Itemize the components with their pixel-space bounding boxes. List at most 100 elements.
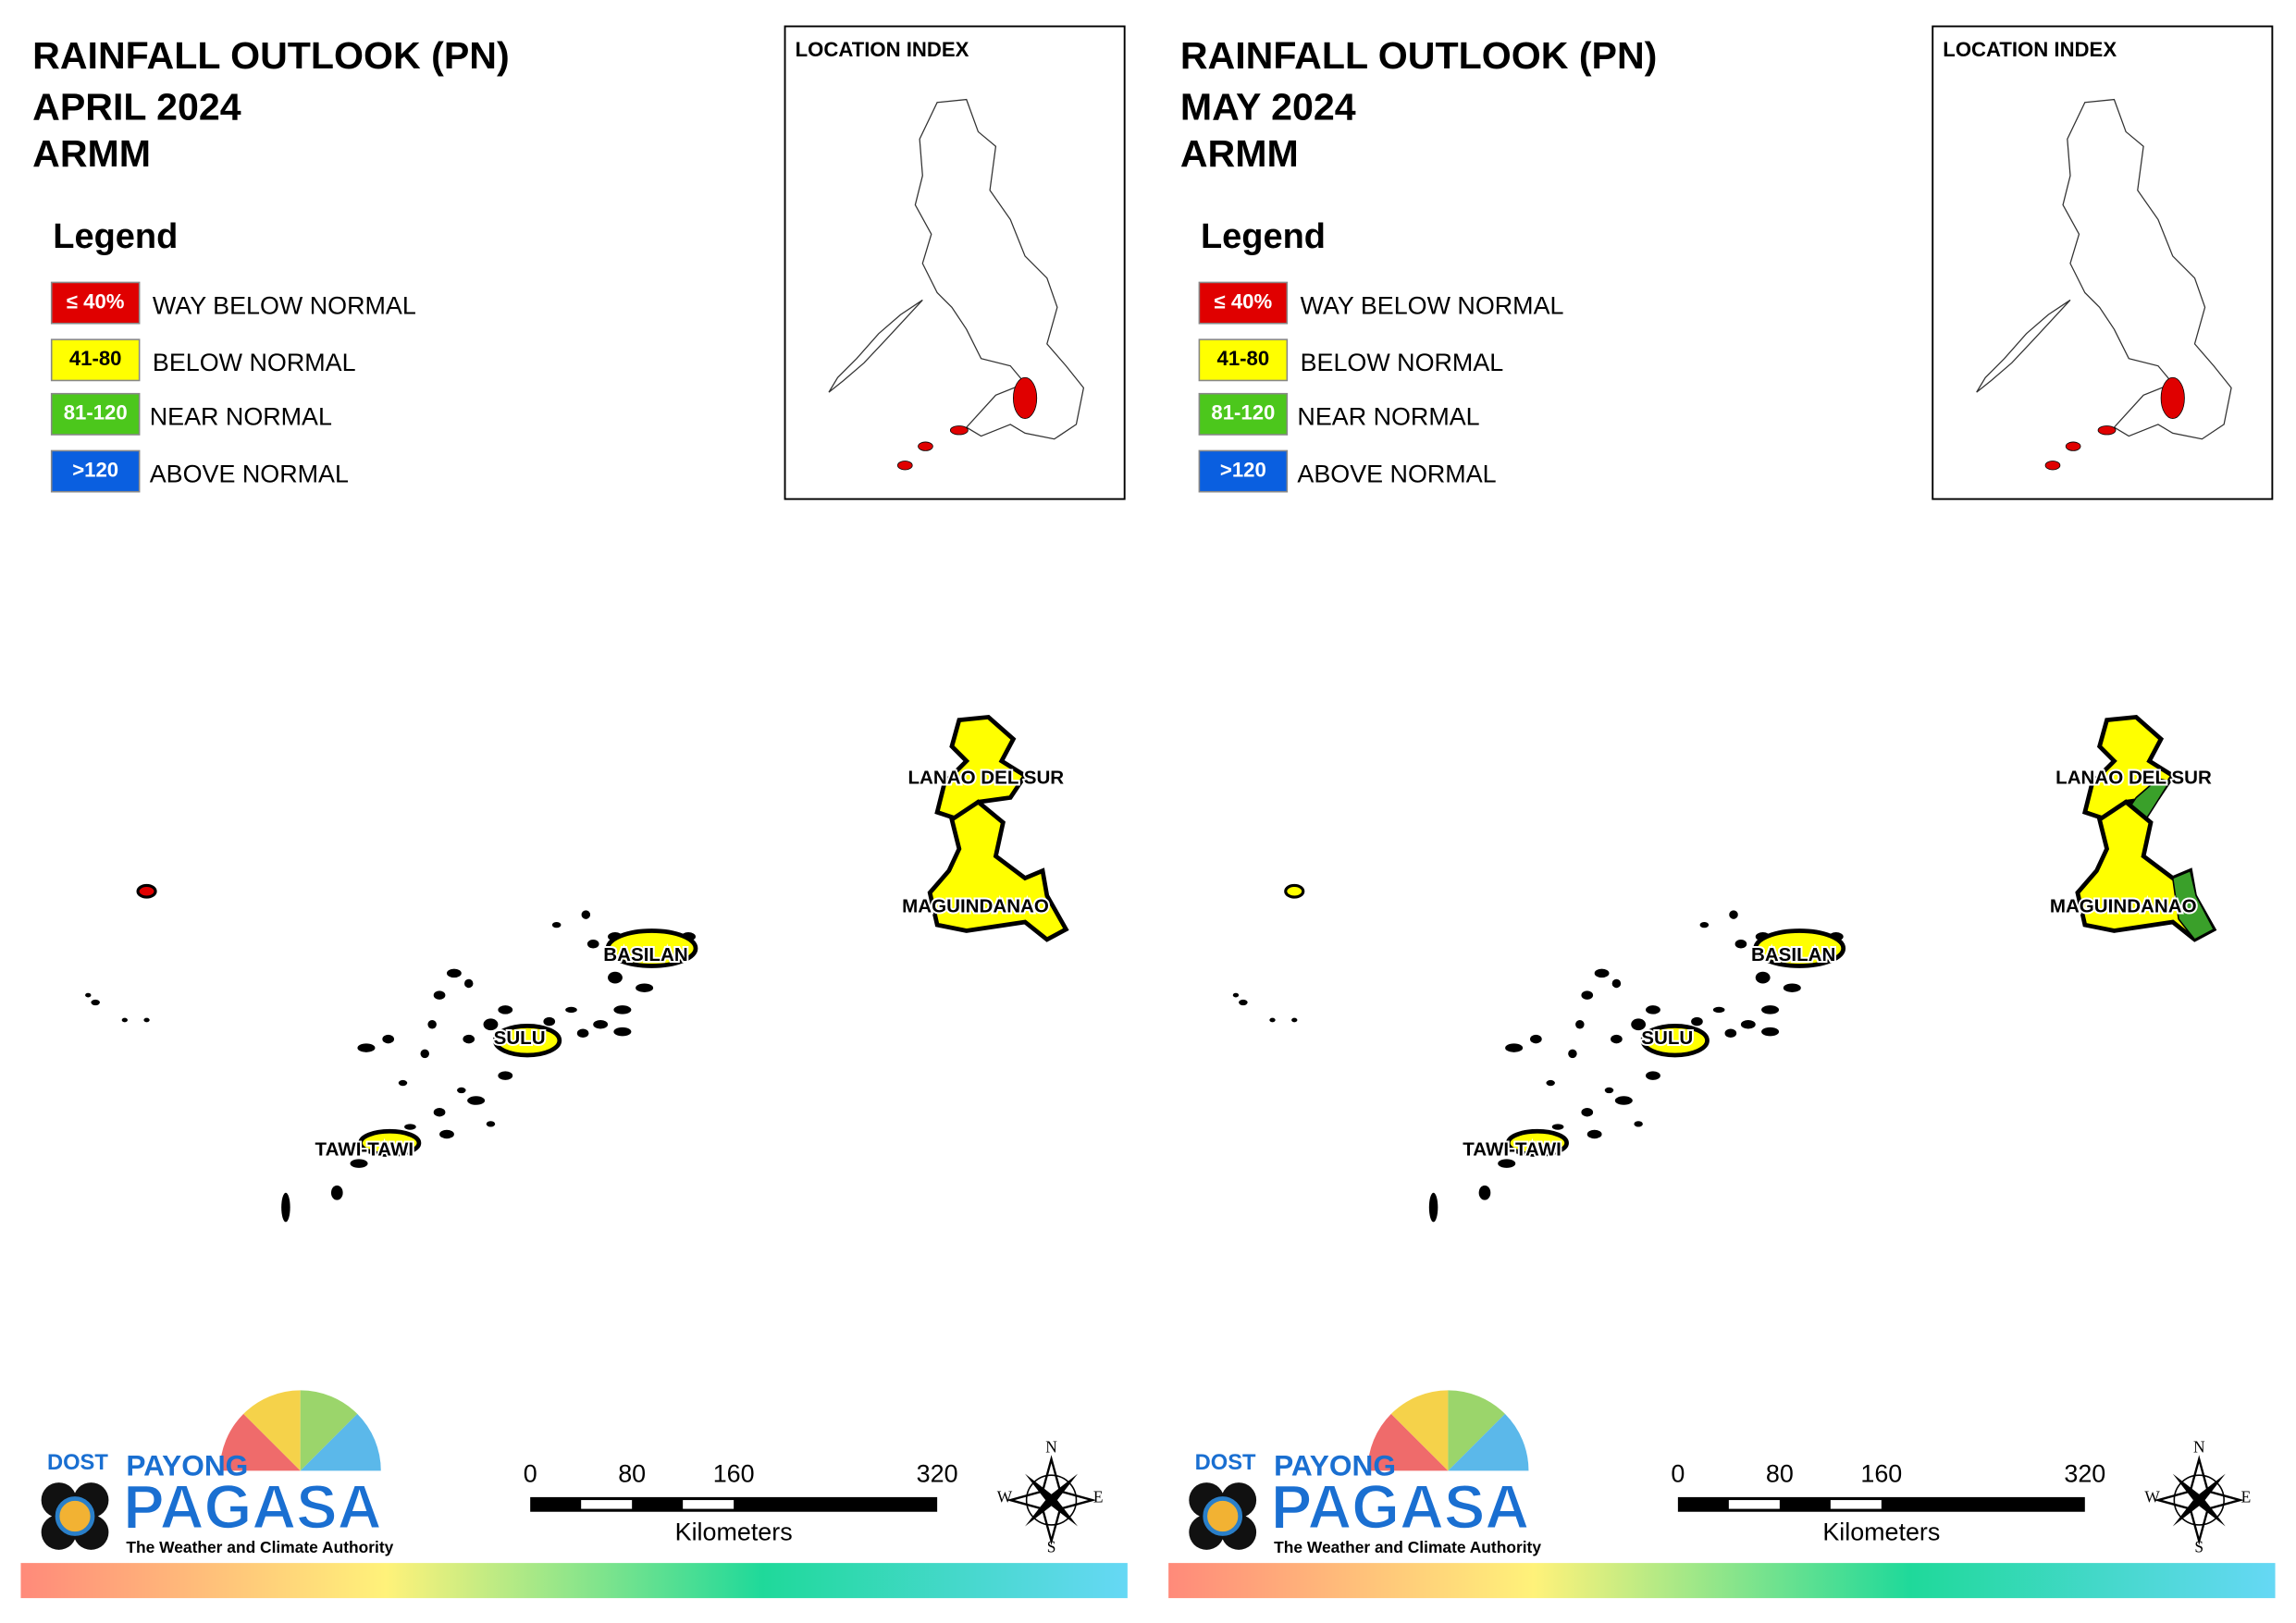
island <box>1568 1049 1577 1059</box>
island <box>382 1034 395 1044</box>
island <box>498 1005 513 1014</box>
title-line: APRIL 2024 <box>32 86 241 129</box>
island <box>433 1107 446 1117</box>
scale-bar-white <box>1830 1500 1882 1509</box>
region-label: SULU <box>1641 1027 1693 1049</box>
logo-brand-top: PAYONG <box>1274 1449 1396 1482</box>
island <box>1232 992 1240 998</box>
legend-swatch <box>1198 392 1289 436</box>
island <box>463 978 474 989</box>
legend-swatch <box>50 281 141 325</box>
scale-unit: Kilometers <box>675 1518 793 1546</box>
umbrella-panel <box>1390 1390 1449 1471</box>
umbrella-panel <box>1448 1390 1505 1471</box>
island <box>1239 999 1248 1006</box>
compass-letter: E <box>2241 1487 2252 1506</box>
scale-bar-white <box>581 1500 633 1509</box>
title-line: MAY 2024 <box>1180 86 1356 129</box>
island <box>420 1049 429 1059</box>
legend-swatch <box>50 449 141 493</box>
island <box>1740 1020 1756 1029</box>
region-area <box>605 928 698 968</box>
island <box>427 1020 437 1029</box>
logo-agency: DOST <box>47 1451 108 1475</box>
island <box>1761 1005 1780 1014</box>
legend-label: NEAR NORMAL <box>150 403 332 431</box>
legend-label: BELOW NORMAL <box>1301 349 1504 376</box>
legend-range: 81-120 <box>64 401 128 424</box>
island <box>404 1124 416 1130</box>
logo-brand: PAGASA <box>123 1473 381 1542</box>
scale-tick-label: 320 <box>2064 1459 2105 1487</box>
legend-range: 81-120 <box>1211 401 1275 424</box>
logo-tagline: The Weather and Climate Authority <box>126 1538 393 1556</box>
legend-range: ≤ 40% <box>67 289 125 313</box>
legend-title: Legend <box>1201 217 1326 256</box>
island <box>1604 1087 1614 1094</box>
legend-swatch <box>50 338 141 382</box>
index-highlight <box>1013 376 1038 419</box>
scale-tick-label: 80 <box>618 1459 646 1487</box>
legend-label: WAY BELOW NORMAL <box>153 291 416 319</box>
region-area <box>358 1128 422 1157</box>
legend-swatch <box>1198 281 1289 325</box>
legend-label: ABOVE NORMAL <box>150 460 349 487</box>
island <box>586 939 599 949</box>
island <box>143 1017 150 1023</box>
island <box>486 1121 496 1127</box>
index-highlight <box>2097 425 2117 436</box>
legend-range: >120 <box>72 458 118 481</box>
logo-brand-top: PAYONG <box>126 1449 248 1482</box>
island <box>398 1079 408 1087</box>
island <box>1631 1018 1647 1031</box>
location-index-title: LOCATION INDEX <box>796 38 969 61</box>
scale-tick-label: 0 <box>524 1459 537 1487</box>
island <box>636 983 654 992</box>
island <box>1546 1079 1555 1087</box>
island <box>1291 1017 1298 1023</box>
compass-letter: N <box>2193 1438 2205 1457</box>
island <box>439 1129 454 1139</box>
island <box>1646 1071 1660 1080</box>
island <box>1611 978 1622 989</box>
scale-tick-label: 160 <box>1860 1459 1902 1487</box>
philippines-outline <box>914 98 1085 440</box>
island <box>85 992 92 998</box>
island <box>467 1096 486 1105</box>
island <box>565 1006 577 1014</box>
region-label: SULU <box>494 1027 546 1049</box>
umbrella-panel <box>1448 1413 1529 1471</box>
legend-label: BELOW NORMAL <box>153 349 356 376</box>
scale-unit: Kilometers <box>1822 1518 1940 1546</box>
island <box>576 1028 589 1038</box>
index-highlight <box>949 425 969 436</box>
region-area <box>1640 1023 1710 1058</box>
scale-tick-label: 80 <box>1766 1459 1794 1487</box>
index-highlight <box>2065 441 2081 451</box>
umbrella-panel <box>219 1413 301 1471</box>
island <box>1691 1016 1703 1027</box>
island <box>551 921 562 928</box>
logo-seal <box>55 1496 95 1536</box>
legend-title: Legend <box>53 217 178 256</box>
compass-letter: W <box>997 1487 1013 1506</box>
scale-tick-label: 320 <box>917 1459 958 1487</box>
compass-letter: S <box>2194 1537 2203 1555</box>
compass-star-diagonal <box>2172 1473 2226 1527</box>
island <box>1611 1034 1623 1044</box>
legend-range: 41-80 <box>69 347 122 370</box>
island <box>91 999 100 1006</box>
index-highlight <box>2160 376 2185 419</box>
island <box>446 968 462 978</box>
index-highlight <box>896 461 913 471</box>
title-line: RAINFALL OUTLOOK (PN) <box>32 34 510 77</box>
island <box>350 1159 368 1168</box>
island <box>1478 1185 1491 1200</box>
compass-ring <box>2173 1474 2225 1526</box>
island <box>1724 1028 1737 1038</box>
island <box>1634 1121 1643 1127</box>
rainbow-bar <box>1168 1563 2276 1599</box>
island <box>1755 971 1771 984</box>
